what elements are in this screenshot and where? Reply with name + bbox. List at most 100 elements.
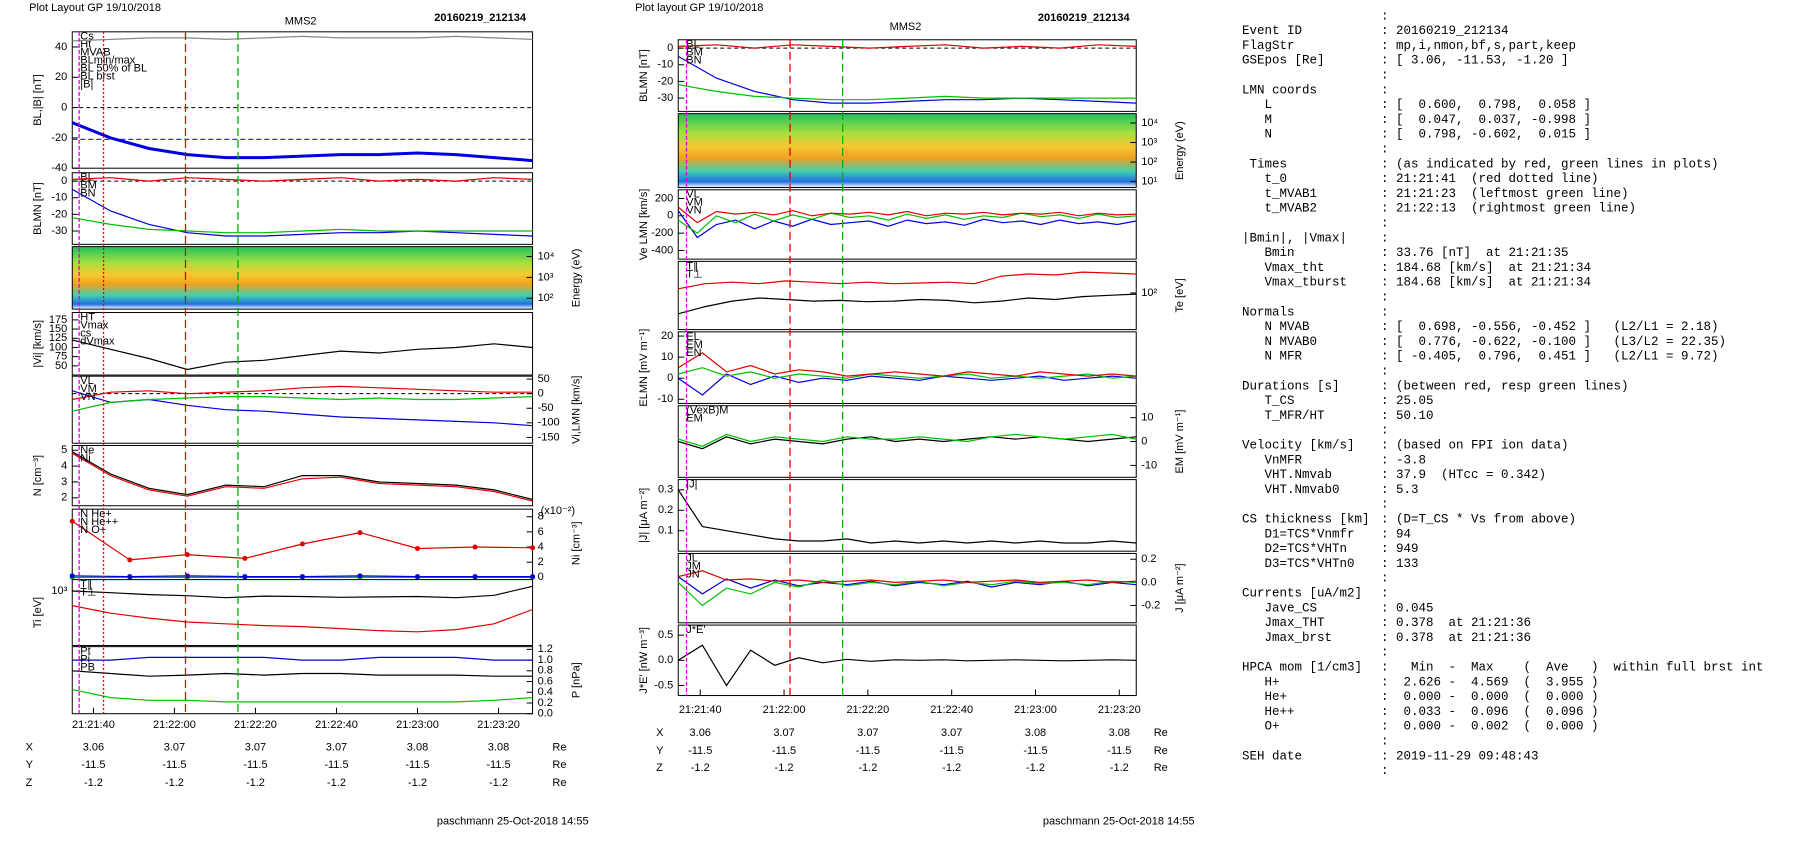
y-axis-label: Ti [eV] xyxy=(32,597,44,628)
event-id: 20160219_212134 xyxy=(434,12,527,24)
ephemeris-value: -11.5 xyxy=(1023,745,1047,757)
summary-value: : xyxy=(1381,231,1389,245)
ephemeris-value: -11.5 xyxy=(1107,745,1131,757)
ephemeris-value: -1.2 xyxy=(691,762,710,774)
panel-label: HT xyxy=(80,311,95,323)
y-tick-label: 20 xyxy=(661,330,673,342)
summary-key: N xyxy=(1242,128,1272,142)
summary-value: : (based on FPI ion data) xyxy=(1381,438,1569,452)
spectrogram xyxy=(678,113,1137,188)
summary-value: : 94 xyxy=(1381,527,1411,541)
summary-key: t_MVAB1 xyxy=(1242,187,1317,201)
y-axis-label: Ni [cm⁻³] xyxy=(570,521,582,565)
summary-key: Jmax_brst xyxy=(1242,631,1332,645)
y-axis-label: BLMN [nT] xyxy=(32,182,44,235)
y-tick-label: 5 xyxy=(61,444,67,456)
summary-value: : xyxy=(1381,572,1389,586)
summary-key: Jmax_THT xyxy=(1242,616,1325,630)
legend-entry: |J| xyxy=(686,479,697,491)
summary-key: FlagStr xyxy=(1242,39,1295,53)
legend-entry: PB xyxy=(80,662,95,674)
summary-value: : Min - Max ( Ave ) within full brst int xyxy=(1381,660,1764,674)
event-id: 20160219_212134 xyxy=(1038,12,1131,24)
series-line xyxy=(72,385,533,401)
summary-value: : xyxy=(1381,734,1389,748)
ephemeris-value: 3.08 xyxy=(488,742,509,754)
summary-value: : 184.68 [km/s] at 21:21:34 xyxy=(1381,261,1591,275)
y-tick-label: 0 xyxy=(538,571,544,583)
panel-frame xyxy=(71,31,534,169)
panel-frame xyxy=(677,405,1137,478)
data-point xyxy=(414,574,420,580)
legend-entry: BM xyxy=(80,180,97,192)
x-tick-label: 21:22:40 xyxy=(930,704,973,716)
panel-frame xyxy=(71,579,534,647)
summary-key: Vmax_tburst xyxy=(1242,276,1347,290)
y-tick-label: -10 xyxy=(51,192,67,204)
y-tick-label: 10¹ xyxy=(1141,176,1157,188)
ephemeris-unit: Re xyxy=(552,759,566,771)
ephemeris-label: Z xyxy=(26,777,33,789)
y-tick-label: -0.5 xyxy=(654,679,673,691)
summary-key: CS thickness [km] xyxy=(1242,512,1370,526)
ephemeris-value: -11.5 xyxy=(486,759,510,771)
summary-key: Jave_CS xyxy=(1242,601,1317,615)
data-point xyxy=(357,573,363,579)
y-axis-label: |Vi| [km/s] xyxy=(32,320,44,368)
ephemeris-value: -11.5 xyxy=(688,745,712,757)
series-line xyxy=(677,212,1137,234)
series-line xyxy=(72,670,533,677)
panel-frame xyxy=(677,260,1137,331)
ephemeris-unit: Re xyxy=(1154,727,1168,739)
y-axis-label: BL,|B| [nT] xyxy=(32,74,44,126)
y-tick-label: 1.0 xyxy=(538,654,553,666)
y-tick-label: 0.0 xyxy=(538,708,553,720)
ephemeris-label: X xyxy=(656,727,664,739)
summary-value: : xyxy=(1381,290,1389,304)
legend-entry: T⊥ xyxy=(686,268,702,280)
ephemeris-value: 3.06 xyxy=(690,727,711,739)
data-point xyxy=(530,545,536,551)
series-line xyxy=(72,396,533,412)
summary-key: SEH date xyxy=(1242,749,1302,763)
legend-entry: T⊥ xyxy=(80,587,96,599)
y-tick-label: 10⁴ xyxy=(538,250,555,262)
data-point xyxy=(414,546,420,552)
series-line xyxy=(72,177,533,182)
series-line xyxy=(677,373,1137,396)
legend-entry: T∥ xyxy=(80,579,92,591)
series-line xyxy=(677,352,1137,377)
ephemeris-value: -1.2 xyxy=(84,777,103,789)
summary-key: GSEpos [Re] xyxy=(1242,54,1325,68)
y-axis-label: N [cm⁻³] xyxy=(32,455,44,496)
legend-entry: BL xyxy=(80,172,93,184)
ephemeris-label: Z xyxy=(656,762,663,774)
summary-value: : 5.3 xyxy=(1381,483,1419,497)
summary-key: t_0 xyxy=(1242,172,1287,186)
y-axis-label: P [nPa] xyxy=(570,662,582,698)
summary-value: : 50.10 xyxy=(1381,409,1434,423)
plot-footer: paschmann 25-Oct-2018 14:55 xyxy=(1043,816,1195,828)
y-axis-label: J [μA m⁻²] xyxy=(1174,563,1186,612)
y-axis-label: ELMN [mV m⁻¹] xyxy=(638,329,650,407)
summary-key: LMN coords xyxy=(1242,83,1317,97)
summary-value: : 0.378 at 21:21:36 xyxy=(1381,631,1531,645)
summary-value: : 0.000 - 0.000 ( 0.000 ) xyxy=(1381,690,1599,704)
summary-key: D3=TCS*VHTn0 xyxy=(1242,557,1355,571)
x-tick-label: 21:23:20 xyxy=(477,719,520,731)
y-tick-label: 10³ xyxy=(51,585,67,597)
summary-key: Normals xyxy=(1242,305,1295,319)
data-point xyxy=(472,574,478,580)
legend-entry: Ni xyxy=(80,452,90,464)
y-tick-label: 10² xyxy=(538,292,554,304)
summary-value: : (as indicated by red, green lines in p… xyxy=(1381,157,1719,171)
summary-value: : 949 xyxy=(1381,542,1419,556)
y-axis-label: Te [eV] xyxy=(1174,278,1186,312)
legend-entry: T∥ xyxy=(686,260,698,272)
legend-entry: Ne xyxy=(80,444,94,456)
data-point xyxy=(299,541,305,547)
series-line xyxy=(677,644,1137,687)
ephemeris-value: -11.5 xyxy=(940,745,964,757)
ephemeris-value: -11.5 xyxy=(405,759,429,771)
y-tick-label: 2 xyxy=(538,556,544,568)
